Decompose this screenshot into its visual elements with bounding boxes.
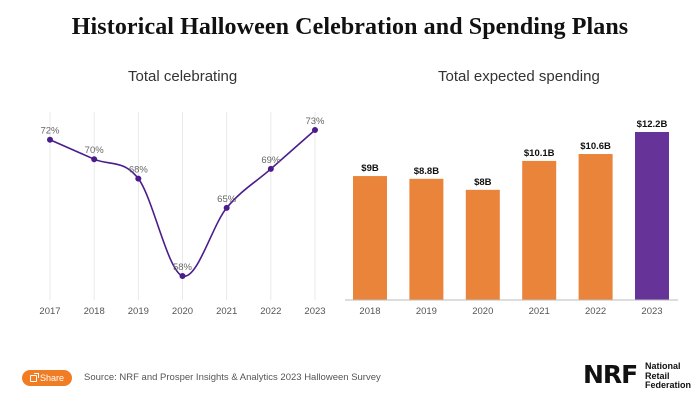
celebrating-point xyxy=(312,127,318,133)
bar-x-tick-label: 2019 xyxy=(416,306,437,317)
share-icon xyxy=(29,372,39,382)
celebrating-data-label: 69% xyxy=(261,155,281,166)
line-chart: 72% 2017 70% 2018 68% 2019 58% 2020 65% 2021 69% 20… xyxy=(39,112,326,317)
nrf-logo-line: Retail xyxy=(645,370,670,381)
celebrating-point xyxy=(267,165,274,172)
celebrating-point xyxy=(47,136,53,143)
spending-bar xyxy=(578,154,613,300)
bar-x-tick-label: 2020 xyxy=(472,306,493,317)
spending-data-label: $12.2B xyxy=(637,119,668,130)
spending-bar xyxy=(409,178,444,300)
page-title: Historical Halloween Celebration and Spe… xyxy=(71,14,629,40)
bar-x-tick-label: 2022 xyxy=(585,306,606,317)
spending-bar xyxy=(635,132,669,300)
line-x-tick-label: 2022 xyxy=(260,306,281,317)
line-x-tick-label: 2020 xyxy=(172,306,193,317)
line-x-tick-label: 2019 xyxy=(128,306,149,317)
bar-chart: $9B 2018 $8.8B 2019 $8B 2020 $10.1B 2021 $10.6B 2… xyxy=(345,119,678,317)
spending-data-label: $8B xyxy=(474,177,492,188)
share-button-label: Share xyxy=(39,373,65,383)
share-button[interactable]: Share xyxy=(22,370,72,386)
nrf-logo-line: National xyxy=(645,361,681,371)
line-x-tick-label: 2017 xyxy=(39,306,60,317)
spending-data-label: $8.8B xyxy=(414,166,439,177)
spending-data-label: $9B xyxy=(361,163,379,174)
spending-data-label: $10.6B xyxy=(580,141,611,152)
bar-x-tick-label: 2018 xyxy=(359,306,380,317)
nrf-logo: NRF xyxy=(583,360,638,389)
celebrating-point xyxy=(91,156,98,163)
celebrating-data-label: 73% xyxy=(305,116,325,127)
celebrating-data-label: 70% xyxy=(85,145,105,156)
spending-data-label: $10.1B xyxy=(524,148,555,159)
celebrating-point xyxy=(179,273,186,279)
celebrating-point xyxy=(135,175,142,182)
spending-bar xyxy=(353,176,387,300)
line-chart-title: Total celebrating xyxy=(128,68,238,85)
celebrating-data-label: 68% xyxy=(129,165,149,176)
celebrating-point xyxy=(223,204,230,211)
source-note: Source: NRF and Prosper Insights & Analy… xyxy=(84,372,381,383)
nrf-logo-line: Federation xyxy=(645,380,692,390)
spending-bar xyxy=(465,189,500,300)
spending-bar xyxy=(522,160,557,300)
line-x-tick-label: 2023 xyxy=(304,306,325,317)
bar-x-tick-label: 2021 xyxy=(529,306,550,317)
bar-x-tick-label: 2023 xyxy=(641,306,662,317)
celebrating-data-label: 58% xyxy=(173,262,193,273)
celebrating-data-label: 72% xyxy=(40,126,60,137)
celebrating-data-label: 65% xyxy=(217,194,237,205)
line-x-tick-label: 2021 xyxy=(216,306,237,317)
bar-chart-title: Total expected spending xyxy=(438,68,600,85)
line-x-tick-label: 2018 xyxy=(84,306,105,317)
nrf-logo-text: National Retail Federation xyxy=(645,361,700,391)
